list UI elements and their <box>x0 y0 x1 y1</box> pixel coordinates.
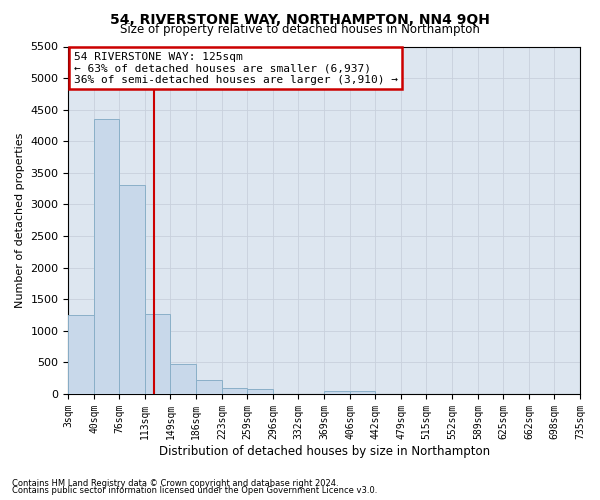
Bar <box>94 119 119 394</box>
Bar <box>68 315 94 394</box>
Text: 54, RIVERSTONE WAY, NORTHAMPTON, NN4 9QH: 54, RIVERSTONE WAY, NORTHAMPTON, NN4 9QH <box>110 12 490 26</box>
Bar <box>247 389 273 394</box>
Bar <box>145 314 170 394</box>
Text: Size of property relative to detached houses in Northampton: Size of property relative to detached ho… <box>120 22 480 36</box>
Text: Contains HM Land Registry data © Crown copyright and database right 2024.: Contains HM Land Registry data © Crown c… <box>12 478 338 488</box>
Bar <box>222 388 247 394</box>
Bar <box>196 380 222 394</box>
X-axis label: Distribution of detached houses by size in Northampton: Distribution of detached houses by size … <box>158 444 490 458</box>
Bar <box>119 186 145 394</box>
Bar <box>324 391 350 394</box>
Bar <box>350 391 375 394</box>
Text: 54 RIVERSTONE WAY: 125sqm
← 63% of detached houses are smaller (6,937)
36% of se: 54 RIVERSTONE WAY: 125sqm ← 63% of detac… <box>74 52 398 85</box>
Text: Contains public sector information licensed under the Open Government Licence v3: Contains public sector information licen… <box>12 486 377 495</box>
Y-axis label: Number of detached properties: Number of detached properties <box>15 132 25 308</box>
Bar <box>170 364 196 394</box>
